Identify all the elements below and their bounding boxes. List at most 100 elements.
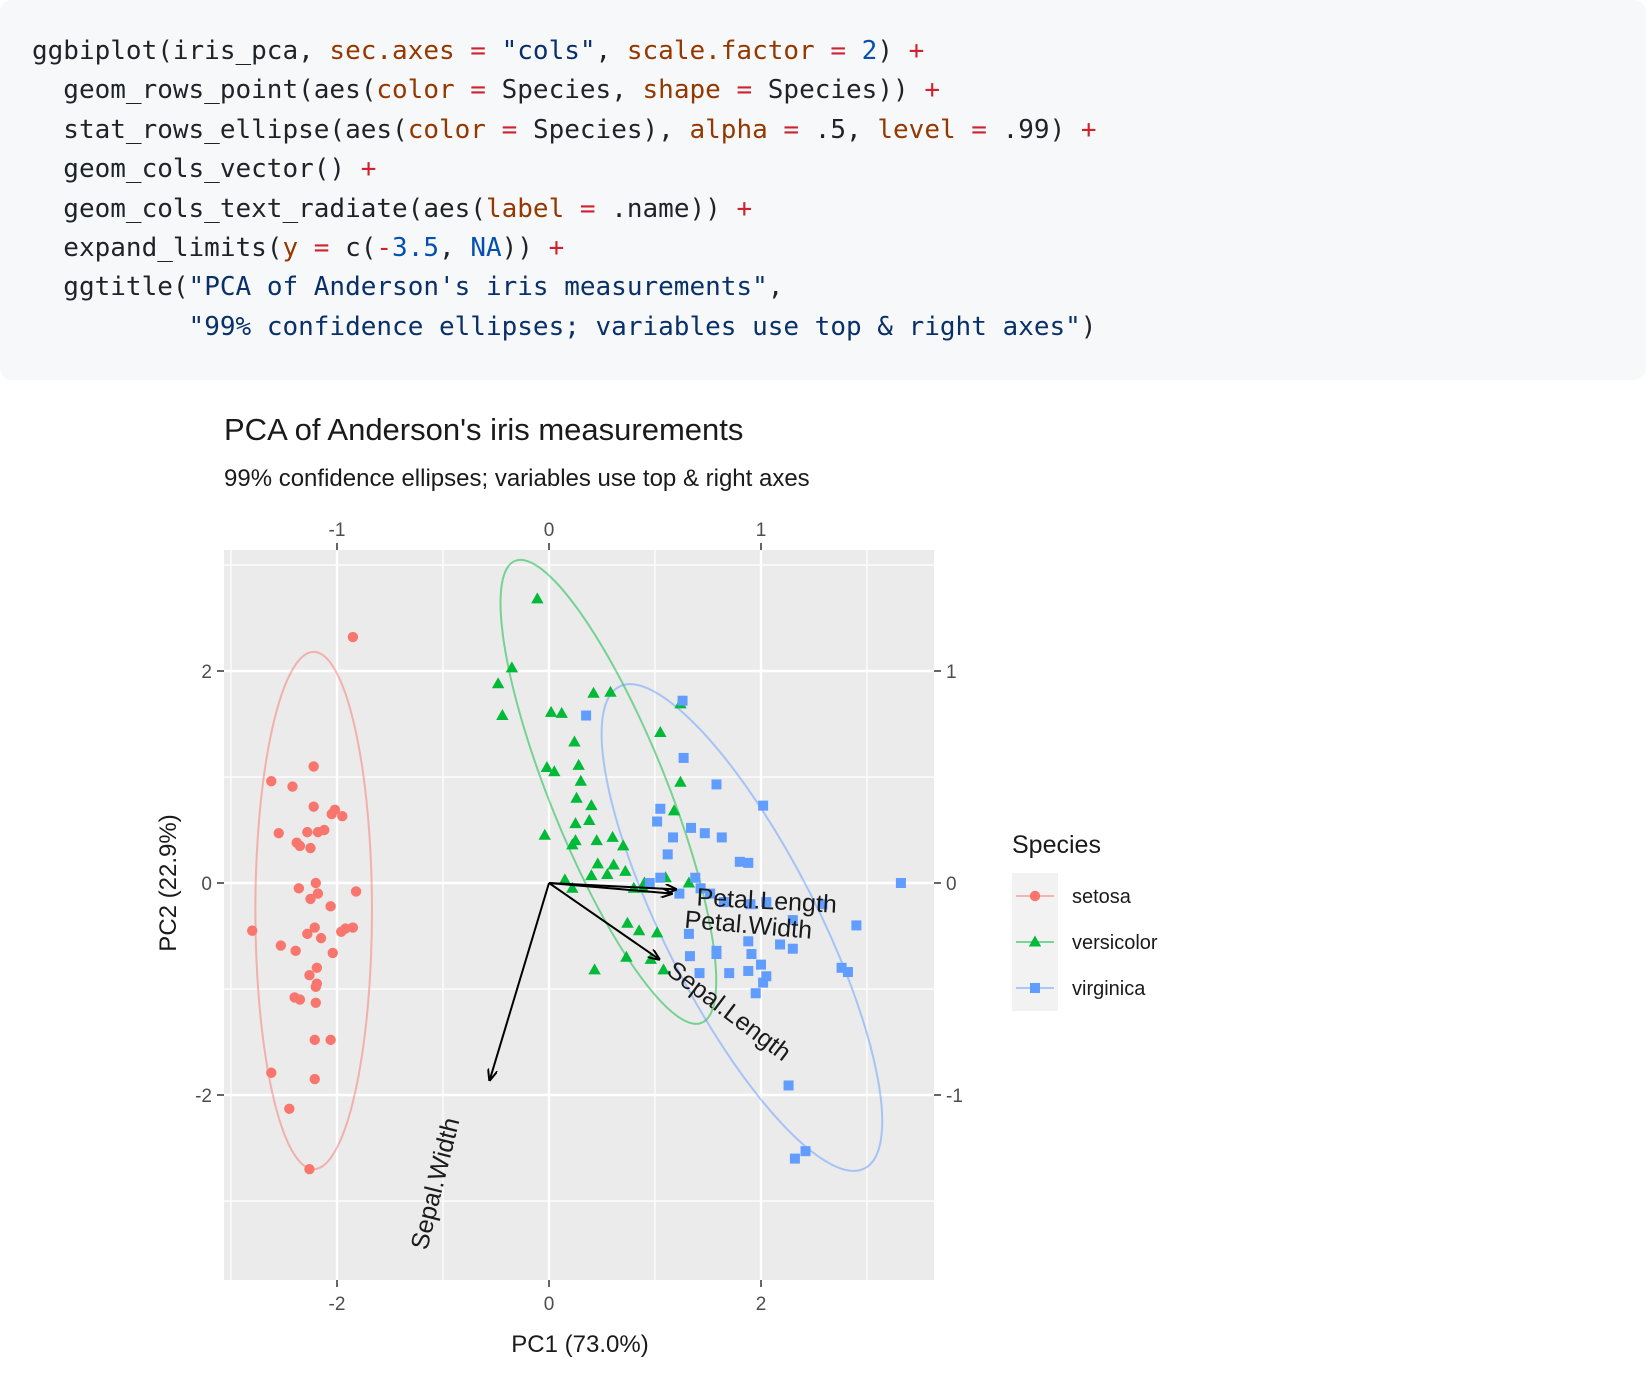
- code-token: =: [454, 36, 502, 66]
- data-point-virginica: [895, 878, 906, 888]
- biplot-chart: PCA of Anderson's iris measurements 99% …: [155, 412, 1158, 1358]
- data-point-versicolor: [531, 592, 544, 604]
- code-token: =: [720, 75, 768, 106]
- y-axis-label: PC2 (22.9%): [155, 814, 182, 951]
- data-point-virginica: [718, 897, 729, 908]
- code-token: +: [924, 75, 940, 106]
- data-point-virginica: [644, 878, 655, 888]
- code-token: expand_limits(: [32, 232, 283, 263]
- data-point-setosa: [312, 826, 324, 838]
- data-point-virginica: [787, 943, 798, 954]
- code-line: geom_cols_vector() +: [32, 150, 1614, 189]
- data-point-versicolor: [572, 758, 585, 770]
- data-point-virginica: [684, 951, 695, 962]
- data-point-virginica: [711, 779, 722, 790]
- data-point-setosa: [347, 922, 359, 933]
- data-point-versicolor: [632, 924, 646, 936]
- code-line: geom_cols_text_radiate(aes(label = .name…: [32, 190, 1614, 229]
- code-token: alpha: [689, 114, 768, 145]
- code-token: geom_rows_point(aes(: [32, 75, 377, 106]
- data-point-virginica: [662, 849, 673, 860]
- data-point-virginica: [817, 899, 828, 910]
- data-point-setosa: [308, 801, 319, 812]
- code-token: color: [376, 75, 455, 106]
- data-point-virginica: [677, 695, 688, 706]
- data-point-virginica: [724, 968, 735, 979]
- code-token: ggtitle(: [32, 272, 189, 303]
- sec-y-tick-label: 0: [946, 874, 957, 895]
- code-token: geom_cols_text_radiate(aes(: [32, 193, 486, 224]
- data-point-versicolor: [555, 706, 568, 718]
- data-point-versicolor: [569, 817, 582, 829]
- data-point-versicolor: [621, 916, 634, 928]
- y-tick-label: -2: [195, 1086, 212, 1107]
- data-point-versicolor: [657, 963, 670, 975]
- data-point-setosa: [302, 928, 313, 940]
- data-point-versicolor: [667, 804, 681, 816]
- code-line: expand_limits(y = c(-3.5, NA)) +: [32, 229, 1614, 268]
- data-point-versicolor: [591, 857, 604, 869]
- x-tick-label: 2: [756, 1294, 767, 1315]
- data-point-setosa: [310, 997, 321, 1008]
- code-token: sec.axes: [329, 36, 455, 66]
- data-point-versicolor: [601, 868, 614, 880]
- data-point-virginica: [836, 962, 847, 973]
- data-point-virginica: [678, 752, 689, 763]
- code-text: ggbiplot(iris_pca, sec.axes = "cols", sc…: [32, 32, 1614, 347]
- data-point-virginica: [652, 816, 663, 827]
- data-point-virginica: [743, 936, 754, 947]
- data-point-setosa: [336, 926, 347, 937]
- data-point-versicolor: [606, 830, 619, 842]
- code-token: =: [564, 193, 612, 224]
- data-point-virginica: [787, 915, 798, 926]
- data-point-virginica: [690, 872, 701, 883]
- sec-x-tick-label: 1: [756, 520, 767, 541]
- legend-label-setosa: setosa: [1072, 886, 1132, 908]
- code-token: ): [1080, 311, 1097, 342]
- data-point-versicolor: [650, 926, 664, 938]
- code-token: =: [955, 114, 1003, 145]
- data-point-setosa: [327, 947, 338, 959]
- code-token: ggbiplot(iris_pca,: [32, 36, 330, 66]
- confidence-ellipse-versicolor: [499, 558, 718, 1025]
- x-tick-label: -2: [329, 1294, 346, 1315]
- code-block: ggbiplot(iris_pca, sec.axes = "cols", sc…: [0, 0, 1646, 380]
- legend-title: Species: [1012, 831, 1101, 859]
- x-axis-label: PC1 (73.0%): [511, 1331, 648, 1358]
- data-point-virginica: [711, 949, 722, 960]
- data-point-virginica: [758, 977, 769, 988]
- code-token: [32, 312, 189, 342]
- legend-label-virginica: virginica: [1072, 978, 1146, 1000]
- code-token: geom_cols_vector(): [32, 154, 361, 185]
- data-point-setosa: [294, 840, 306, 852]
- data-point-setosa: [347, 631, 359, 643]
- code-token: +: [908, 36, 925, 66]
- code-token: Species)): [767, 75, 925, 106]
- chart-title: PCA of Anderson's iris measurements: [224, 412, 743, 447]
- code-token: )): [501, 232, 549, 263]
- data-point-setosa: [326, 808, 337, 820]
- code-token: stat_rows_ellipse(aes(: [32, 114, 408, 145]
- data-point-versicolor: [590, 834, 603, 846]
- data-point-versicolor: [585, 799, 598, 811]
- code-token: +: [360, 154, 377, 185]
- sec-x-tick-label: -1: [329, 520, 346, 541]
- data-point-versicolor: [617, 839, 630, 851]
- data-point-setosa: [308, 761, 319, 772]
- code-token: +: [1080, 114, 1097, 145]
- data-point-versicolor: [619, 864, 632, 876]
- code-token: NA: [470, 232, 502, 263]
- data-point-setosa: [305, 842, 316, 854]
- code-token: scale.factor: [626, 36, 815, 66]
- data-point-versicolor: [558, 873, 572, 885]
- loading-vector-sepal-width: [490, 882, 550, 1080]
- data-point-virginica: [851, 920, 862, 931]
- sec-y-tick-label: 1: [946, 662, 957, 683]
- data-point-virginica: [745, 899, 756, 910]
- data-point-setosa: [311, 962, 323, 973]
- data-point-versicolor: [569, 834, 582, 846]
- code-token: color: [407, 114, 486, 145]
- data-point-virginica: [758, 800, 769, 811]
- data-point-virginica: [783, 1080, 794, 1091]
- code-token: "cols": [501, 36, 596, 66]
